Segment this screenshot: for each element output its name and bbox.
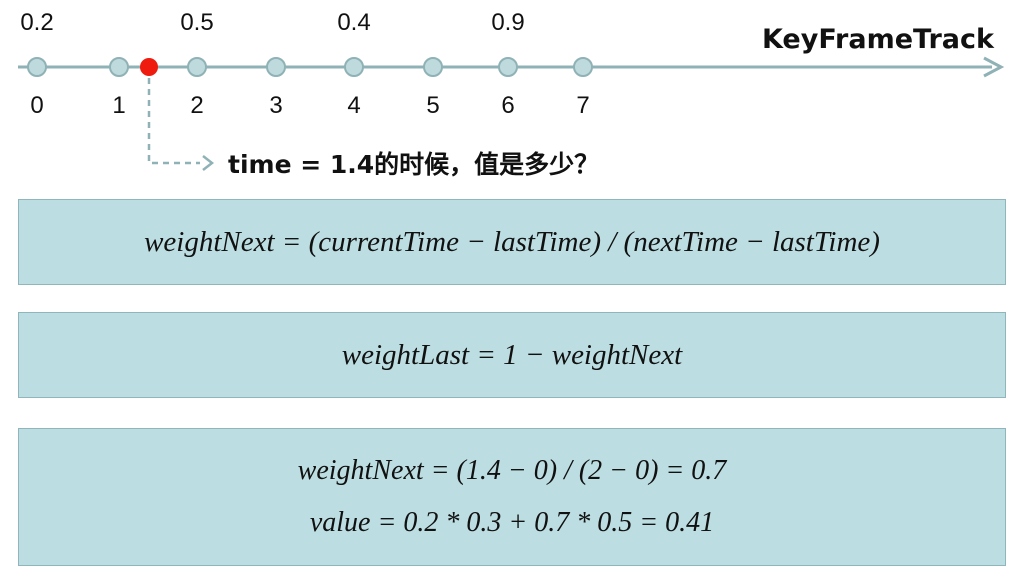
keyframe-index-label: 0 xyxy=(30,92,43,119)
keyframe-node xyxy=(109,57,129,77)
connector-arrowhead xyxy=(202,155,215,171)
keyframe-value-label: 0.9 xyxy=(491,9,524,36)
keyframe-node xyxy=(344,57,364,77)
keyframe-index-label: 2 xyxy=(190,92,203,119)
keyframe-value-label: 0.4 xyxy=(337,9,370,36)
calculation-box: weightNext = (1.4 − 0) / (2 − 0) = 0.7 v… xyxy=(18,428,1006,566)
keyframe-node xyxy=(423,57,443,77)
keyframe-node xyxy=(27,57,47,77)
weight-last-formula-box: weightLast = 1 − weightNext xyxy=(18,312,1006,398)
keyframe-node xyxy=(266,57,286,77)
keyframe-index-label: 3 xyxy=(269,92,282,119)
keyframe-value-label: 0.2 xyxy=(20,9,53,36)
question-text: time = 1.4的时候，值是多少？ xyxy=(228,150,599,179)
keyframe-index-label: 4 xyxy=(347,92,360,119)
track-title: KeyFrameTrack xyxy=(762,24,995,55)
keyframe-index-label: 6 xyxy=(501,92,514,119)
time-marker xyxy=(140,58,158,76)
value-calculation: value = 0.2 * 0.3 + 0.7 * 0.5 = 0.41 xyxy=(309,507,715,538)
track-arrowhead xyxy=(983,56,1005,78)
keyframe-index-label: 7 xyxy=(576,92,589,119)
weight-next-formula: weightNext = (currentTime − lastTime) / … xyxy=(144,225,880,258)
keyframe-node xyxy=(498,57,518,77)
keyframe-value-label: 0.5 xyxy=(180,9,213,36)
keyframe-track-diagram: KeyFrameTrack 0 0.2 1 2 0.5 3 4 0.4 5 6 0.9 7 time … xyxy=(18,9,1005,179)
keyframe-index-label: 5 xyxy=(426,92,439,119)
keyframe-group: 0 0.2 1 2 0.5 3 4 0.4 5 6 0.9 7 xyxy=(20,9,593,119)
keyframe-node xyxy=(573,57,593,77)
weight-last-formula: weightLast = 1 − weightNext xyxy=(341,338,683,371)
weight-next-formula-box: weightNext = (currentTime − lastTime) / … xyxy=(18,199,1006,285)
marker-connector xyxy=(147,78,200,165)
weight-next-calculation: weightNext = (1.4 − 0) / (2 − 0) = 0.7 xyxy=(297,455,727,486)
keyframe-index-label: 1 xyxy=(112,92,125,119)
keyframe-node xyxy=(187,57,207,77)
